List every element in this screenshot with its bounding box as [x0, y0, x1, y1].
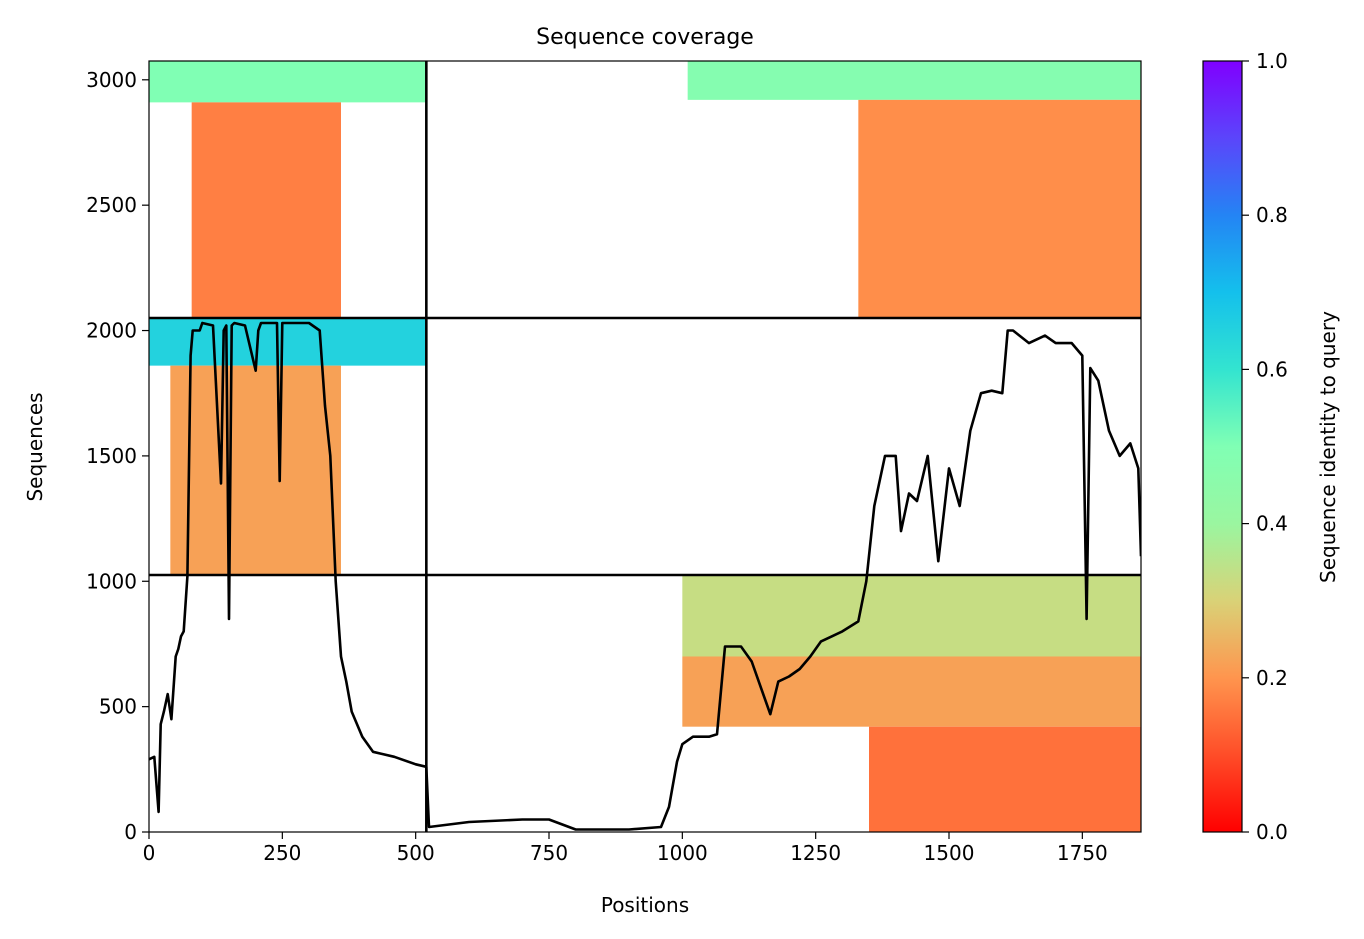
y-tick-label: 1000: [86, 569, 137, 593]
identity-block: [869, 726, 1141, 832]
x-tick-label: 250: [263, 841, 301, 865]
colorbar-tick-label: 0.8: [1256, 203, 1288, 227]
identity-blocks: [149, 61, 1141, 832]
identity-block: [149, 318, 427, 366]
identity-block: [682, 656, 1141, 727]
identity-block: [191, 102, 341, 319]
colorbar-tick-label: 1.0: [1256, 49, 1288, 73]
y-tick-label: 1500: [86, 444, 137, 468]
y-axis-ticks: 0 500 1000 1500 2000 2500 3000: [86, 68, 149, 844]
colorbar: 0.0 0.2 0.4 0.6 0.8 1.0 Sequence identity to …: [1202, 49, 1340, 844]
y-tick-label: 0: [124, 820, 137, 844]
y-tick-label: 500: [99, 695, 137, 719]
y-axis-label: Sequences: [23, 392, 47, 501]
colorbar-tick-label: 0.6: [1256, 357, 1288, 381]
identity-block: [687, 61, 1141, 100]
identity-block: [170, 365, 341, 575]
x-axis-ticks: 0 250 500 750 1000 1250 1500 1750: [143, 832, 1108, 865]
colorbar-gradient: [1202, 60, 1243, 833]
x-tick-label: 1500: [924, 841, 975, 865]
x-axis-label: Positions: [601, 893, 689, 917]
x-tick-label: 1000: [657, 841, 708, 865]
identity-block: [858, 99, 1141, 319]
plot-area: [149, 61, 1141, 832]
x-tick-label: 750: [530, 841, 568, 865]
colorbar-tick-label: 0.4: [1256, 512, 1288, 536]
identity-block: [149, 61, 427, 103]
chart-title: Sequence coverage: [536, 25, 754, 50]
colorbar-tick-label: 0.2: [1256, 666, 1288, 690]
colorbar-tick-label: 0.0: [1256, 820, 1288, 844]
x-tick-label: 1250: [790, 841, 841, 865]
x-tick-label: 0: [143, 841, 156, 865]
y-tick-label: 2000: [86, 319, 137, 343]
colorbar-label: Sequence identity to query: [1316, 311, 1340, 583]
coverage-line: [149, 321, 1141, 831]
y-tick-label: 2500: [86, 193, 137, 217]
y-tick-label: 3000: [86, 68, 137, 92]
segment-boundaries: [149, 61, 1141, 832]
x-tick-label: 500: [397, 841, 435, 865]
identity-block: [682, 575, 1141, 657]
x-tick-label: 1750: [1057, 841, 1108, 865]
colorbar-ticks: 0.0 0.2 0.4 0.6 0.8 1.0: [1242, 49, 1288, 844]
plot-frame: [148, 60, 1142, 833]
